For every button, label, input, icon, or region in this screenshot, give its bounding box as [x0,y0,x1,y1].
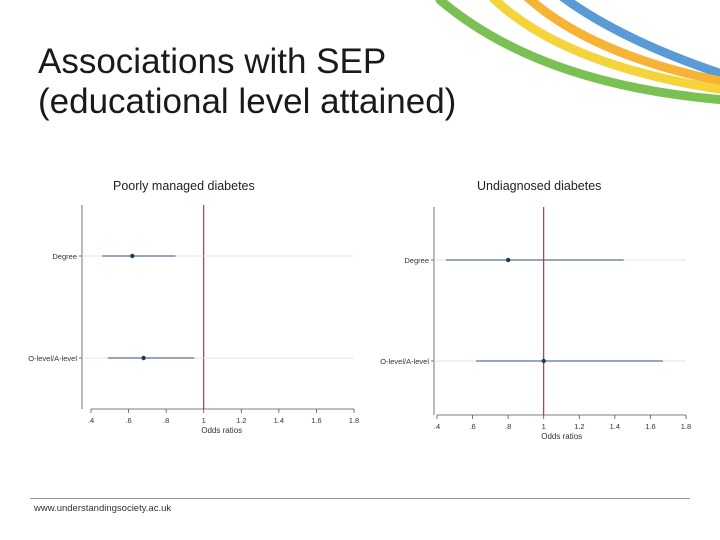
point-estimate [141,355,146,361]
y-category-label: O-level/A-level [28,354,77,363]
slide-title-line1: Associations with SEP [38,42,387,81]
x-tick-label: 1.2 [574,422,584,431]
x-tick-label: 1.6 [311,416,321,425]
slide-title-line2: (educational level attained) [38,82,457,121]
chart1-title: Poorly managed diabetes [113,179,255,193]
x-tick-label: .8 [163,416,169,425]
x-axis-label: Odds ratios [541,432,582,441]
x-tick-label: .8 [505,422,511,431]
x-tick-label: 1.4 [274,416,284,425]
point-estimate [130,253,135,259]
x-tick-label: 1.8 [681,422,691,431]
chart-poorly-managed: .4 .6 .8 1 1.2 1.4 1.6 1.8 Odds ratios Degree O-le… [28,205,359,435]
x-axis-label: Odds ratios [201,426,242,435]
swoosh-orange [523,0,720,86]
y-category-label: Degree [52,252,77,261]
chart-undiagnosed: .4 .6 .8 1 1.2 1.4 1.6 1.8 Odds ratios Degree O-le… [380,207,691,441]
footer-url: www.understandingsociety.ac.uk [34,503,172,514]
x-tick-label: 1 [202,416,206,425]
x-tick-label: .4 [88,416,94,425]
chart2-title: Undiagnosed diabetes [477,179,602,193]
x-tick-label: 1.8 [349,416,359,425]
x-tick-label: 1.6 [645,422,655,431]
point-estimate [541,358,546,364]
y-category-label: O-level/A-level [380,357,429,366]
x-tick-label: .6 [469,422,475,431]
x-tick-label: .4 [434,422,440,431]
x-tick-label: 1 [542,422,546,431]
swoosh-blue [559,0,720,79]
decorative-swooshes [435,0,720,105]
swoosh-green [435,0,720,105]
point-estimate [505,257,511,263]
footer-divider [30,498,690,499]
x-tick-label: .6 [125,416,131,425]
slide-title: Associations with SEP (educational level… [38,42,456,122]
swoosh-yellow [488,0,720,94]
y-category-label: Degree [404,256,429,265]
x-tick-label: 1.4 [610,422,620,431]
x-tick-label: 1.2 [236,416,246,425]
